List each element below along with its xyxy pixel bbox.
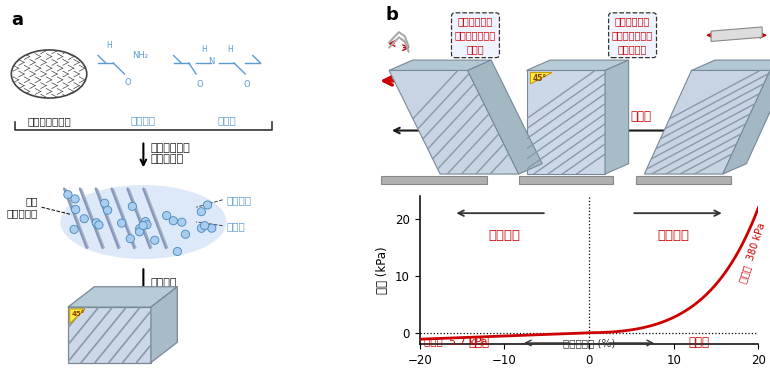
Text: 変形容易: 変形容易 [488, 229, 521, 242]
Text: 酸化
グラフェン: 酸化 グラフェン [6, 196, 38, 218]
Text: 架橋剤: 架橋剤 [217, 115, 236, 125]
Polygon shape [527, 60, 628, 70]
Circle shape [118, 219, 126, 227]
Circle shape [136, 228, 144, 236]
Text: 酸化グラフェン: 酸化グラフェン [27, 117, 71, 127]
Text: 剪断ひずみ (%): 剪断ひずみ (%) [563, 338, 615, 348]
Circle shape [126, 235, 135, 243]
Text: 左剪断: 左剪断 [454, 110, 474, 122]
Polygon shape [691, 60, 770, 70]
Circle shape [92, 219, 101, 227]
Text: O: O [244, 80, 250, 88]
Text: b: b [385, 6, 398, 24]
Text: H: H [106, 41, 112, 50]
Circle shape [141, 218, 149, 226]
Circle shape [178, 218, 186, 226]
Circle shape [197, 224, 206, 232]
Polygon shape [723, 60, 770, 174]
Polygon shape [151, 287, 177, 363]
Text: NH₂: NH₂ [132, 51, 148, 60]
Circle shape [103, 206, 112, 214]
Ellipse shape [12, 50, 87, 98]
Text: 水中にて混合
磁場を印加: 水中にて混合 磁場を印加 [151, 143, 191, 164]
Text: 架橋剤: 架橋剤 [226, 221, 245, 231]
Circle shape [151, 236, 159, 244]
Text: 弾性率  380 kPa: 弾性率 380 kPa [737, 222, 766, 285]
Polygon shape [467, 60, 542, 174]
Y-axis label: 応力 (kPa): 応力 (kPa) [377, 246, 390, 294]
Ellipse shape [60, 185, 226, 259]
Circle shape [64, 191, 72, 199]
Text: モノマー: モノマー [226, 195, 251, 205]
Circle shape [136, 225, 144, 233]
Polygon shape [68, 287, 177, 307]
Polygon shape [605, 60, 628, 174]
Polygon shape [531, 73, 552, 84]
Circle shape [173, 248, 182, 256]
Circle shape [139, 221, 147, 229]
Text: 右剪断: 右剪断 [630, 110, 651, 122]
Circle shape [95, 221, 103, 229]
Text: ナノシートは
面内に引張られ
たわまない: ナノシートは 面内に引張られ たわまない [612, 16, 653, 54]
Polygon shape [644, 70, 770, 174]
Bar [637, 176, 731, 184]
Circle shape [129, 202, 136, 211]
Circle shape [200, 222, 209, 230]
Circle shape [101, 199, 109, 207]
Circle shape [208, 224, 216, 232]
Polygon shape [527, 70, 605, 174]
Text: モノマー: モノマー [131, 115, 156, 125]
Circle shape [169, 217, 177, 225]
Text: H: H [201, 45, 206, 54]
Polygon shape [711, 27, 762, 41]
Text: 弾性率  5.7 kPa: 弾性率 5.7 kPa [424, 336, 487, 346]
Text: 45°: 45° [532, 74, 547, 83]
Circle shape [72, 205, 80, 213]
Text: 45°: 45° [72, 311, 85, 317]
Text: 左剪断: 左剪断 [468, 336, 490, 349]
Bar [519, 176, 613, 184]
Circle shape [162, 212, 171, 220]
Text: a: a [12, 11, 23, 29]
Bar [381, 176, 487, 184]
Polygon shape [70, 309, 85, 324]
Text: O: O [196, 80, 203, 88]
Circle shape [80, 215, 89, 223]
Polygon shape [389, 60, 491, 70]
Text: 重合反応: 重合反応 [151, 278, 177, 288]
Circle shape [203, 201, 212, 209]
Polygon shape [389, 70, 519, 174]
Text: ナノシートは
面内に圧縮され
たわむ: ナノシートは 面内に圧縮され たわむ [455, 16, 496, 54]
Polygon shape [68, 307, 151, 363]
Text: 右剪断: 右剪断 [688, 336, 710, 349]
Circle shape [142, 221, 151, 229]
Circle shape [70, 225, 79, 233]
Text: O: O [125, 78, 132, 87]
Text: N: N [208, 57, 215, 65]
Circle shape [71, 195, 79, 203]
Text: H: H [227, 45, 233, 54]
Circle shape [197, 208, 206, 216]
Text: 変形困難: 変形困難 [658, 229, 690, 242]
Circle shape [181, 230, 189, 238]
